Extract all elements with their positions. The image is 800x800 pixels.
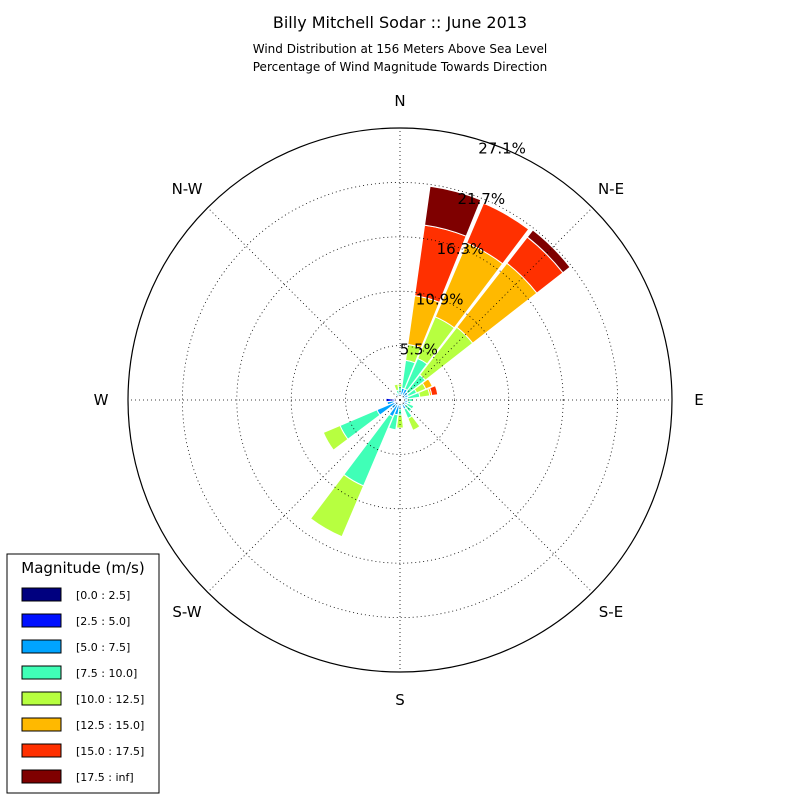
- direction-label-nw: N-W: [172, 180, 203, 198]
- legend-label-5: [12.5 : 15.0]: [76, 719, 144, 732]
- polar-plot-area: 5.5% 10.9% 16.3% 21.7% 27.1%: [127, 127, 673, 673]
- direction-label-w: W: [94, 391, 109, 409]
- polar-outer-frame: [127, 127, 673, 673]
- legend-swatch-3: [21, 665, 62, 680]
- sector-75deg-bin-6: [429, 385, 439, 397]
- legend-swatch-7: [21, 769, 62, 784]
- sector-345deg-bin-4: [393, 383, 400, 392]
- grid-spoke-3: [399, 399, 593, 593]
- sector-45deg-bin-7: [526, 229, 571, 274]
- legend-label-2: [5.0 : 7.5]: [76, 641, 130, 654]
- ring-label-3: 21.7%: [457, 190, 505, 208]
- sector-30deg-bin-6: [466, 202, 530, 265]
- legend-label-3: [7.5 : 10.0]: [76, 667, 137, 680]
- sector-195deg-bin-3: [388, 413, 399, 431]
- legend-label-1: [2.5 : 5.0]: [76, 615, 130, 628]
- sector-60deg-bin-5: [421, 378, 433, 390]
- direction-label-e: E: [694, 391, 703, 409]
- direction-labels: N N-E E S-E S S-W W N-W: [94, 92, 704, 709]
- sector-150deg-bin-4: [407, 415, 421, 432]
- legend-label-6: [15.0 : 17.5]: [76, 745, 144, 758]
- legend-label-0: [0.0 : 2.5]: [76, 589, 130, 602]
- direction-label-n: N: [394, 92, 405, 110]
- direction-label-ne: N-E: [598, 180, 624, 198]
- legend-entries: [0.0 : 2.5] [2.5 : 5.0] [5.0 : 7.5] [7.5 : …: [21, 587, 144, 784]
- direction-label-s: S: [395, 691, 405, 709]
- grid-spoke-7: [207, 207, 401, 401]
- direction-label-se: S-E: [599, 603, 623, 621]
- legend-swatch-2: [21, 639, 62, 654]
- legend-title: Magnitude (m/s): [21, 559, 144, 577]
- grid-spoke-5: [207, 399, 401, 593]
- ring-label-4: 27.1%: [478, 140, 526, 158]
- chart-title: Billy Mitchell Sodar :: June 2013: [273, 13, 527, 32]
- legend-swatch-1: [21, 613, 62, 628]
- ring-label-0: 5.5%: [400, 341, 438, 359]
- grid-ring-2: [236, 236, 564, 564]
- sector-0deg-bin-4: [397, 383, 403, 388]
- legend: Magnitude (m/s) [0.0 : 2.5] [2.5 : 5.0] [5…: [6, 553, 160, 794]
- wind-sectors: [309, 185, 571, 538]
- chart-subtitle-line-2: Percentage of Wind Magnitude Towards Dir…: [253, 60, 547, 74]
- direction-label-sw: S-W: [172, 603, 201, 621]
- ring-label-1: 10.9%: [416, 290, 464, 308]
- polar-grid: [128, 128, 672, 672]
- grid-ring-0: [345, 345, 455, 455]
- sector-240deg-bin-4: [322, 424, 349, 451]
- ring-label-2: 16.3%: [437, 240, 485, 258]
- grid-ring-3: [181, 181, 619, 619]
- legend-label-4: [10.0 : 12.5]: [76, 693, 144, 706]
- sector-210deg-bin-4: [309, 473, 365, 538]
- chart-subtitle-line-1: Wind Distribution at 156 Meters Above Se…: [253, 42, 548, 56]
- ring-labels: 5.5% 10.9% 16.3% 21.7% 27.1%: [400, 140, 526, 359]
- legend-label-7: [17.5 : inf]: [76, 771, 134, 784]
- legend-swatch-5: [21, 717, 62, 732]
- legend-swatch-0: [21, 587, 62, 602]
- sector-15deg-bin-7: [424, 185, 482, 237]
- legend-swatch-4: [21, 691, 62, 706]
- legend-swatch-6: [21, 743, 62, 758]
